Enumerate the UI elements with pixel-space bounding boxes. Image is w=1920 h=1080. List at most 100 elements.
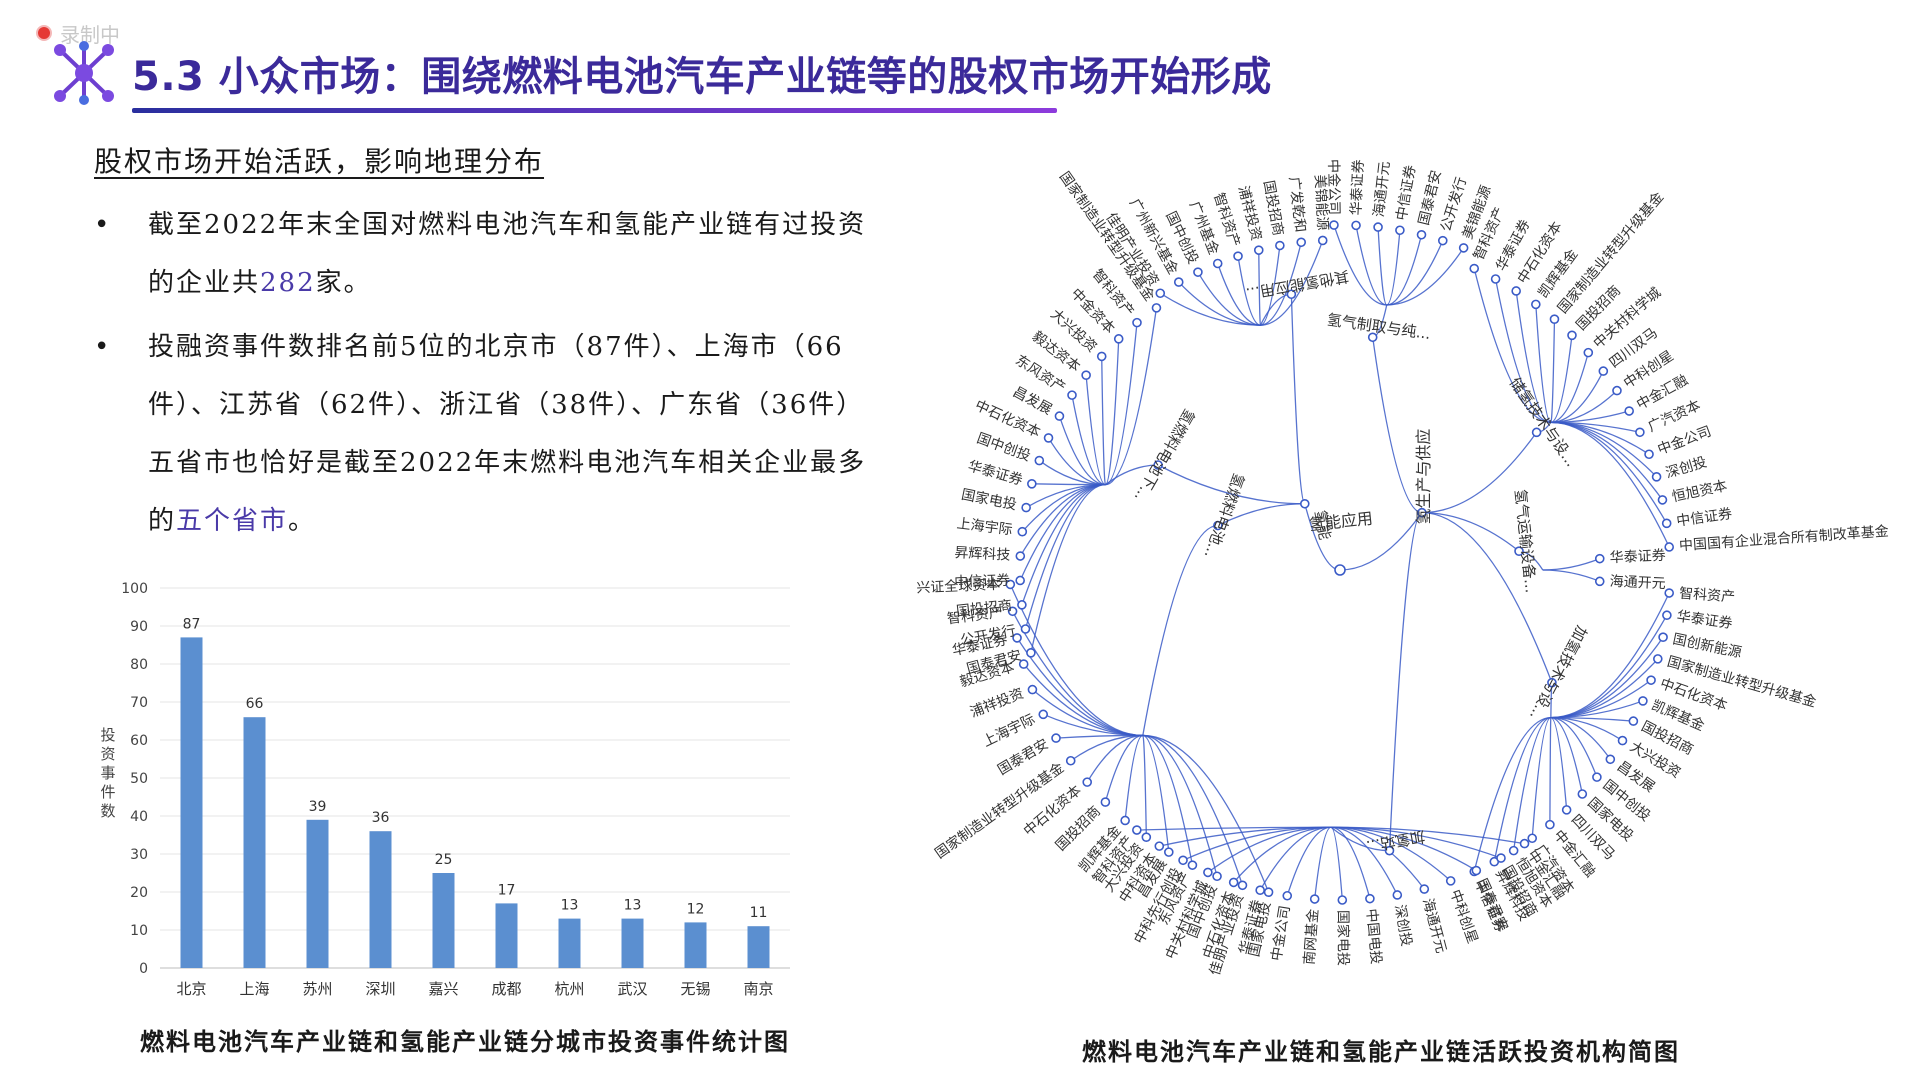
record-dot-icon: [36, 25, 52, 41]
tree-leaf-node: [1445, 876, 1456, 886]
x-tick-label: 嘉兴: [428, 980, 458, 998]
tree-subcategory-label: 氢气运输设备...: [1511, 488, 1540, 594]
bullet-2-text: 投融资事件数排名前5位的北京市（87件）、上海市（66件）、江苏省（62件）、浙…: [148, 332, 867, 536]
tree-link: [1217, 503, 1305, 527]
tree-leaf-node: [1337, 895, 1348, 905]
bullet-dot-icon: •: [94, 210, 112, 240]
tree-link: [1124, 734, 1144, 821]
tree-leaf-node: [1624, 406, 1634, 416]
tree-leaf-label: 中金公司: [1325, 159, 1342, 215]
tree-leaf-node: [1496, 853, 1506, 863]
tree-leaf-node: [1419, 884, 1430, 894]
y-tick-label: 70: [130, 695, 148, 711]
tree-link: [1515, 290, 1551, 424]
y-tick-label: 10: [130, 923, 148, 939]
tree-leaf-label: 国投招商: [1260, 179, 1286, 237]
tree-leaf-node: [1567, 330, 1577, 341]
tree-leaf-node: [1027, 684, 1038, 695]
tree-leaf-node: [1263, 887, 1274, 897]
tree-link: [1550, 370, 1604, 424]
tree-leaf-node: [1154, 841, 1165, 851]
tree-link: [1104, 338, 1120, 486]
y-tick-label: 80: [130, 657, 148, 673]
tree-leaf-node: [1437, 235, 1448, 246]
tree-leaf-node: [1594, 553, 1605, 564]
tree-link: [1550, 716, 1568, 810]
tree-leaf-node: [1082, 777, 1093, 787]
tree-link: [1030, 483, 1106, 653]
tree-link: [1142, 734, 1147, 838]
bullet-2-suffix: 。: [288, 506, 317, 536]
data-label: 11: [750, 905, 768, 921]
tree-leaf-label: 中信证券: [954, 573, 1010, 591]
tree-leaf-node: [1228, 877, 1239, 888]
tree-link: [1330, 826, 1390, 852]
tree-leaf-node: [1395, 225, 1405, 236]
tree-link: [1085, 375, 1106, 486]
tree-subcategory-node: [1286, 289, 1297, 300]
tree-leaf-node: [1007, 606, 1018, 617]
y-tick-label: 0: [139, 961, 148, 977]
tree-chart-caption: 燃料电池汽车产业链和氢能产业链活跃投资机构简图: [1082, 1037, 1680, 1066]
x-tick-label: 苏州: [302, 980, 332, 998]
tree-subcategory-node: [1547, 677, 1557, 688]
tree-leaf-node: [1038, 709, 1049, 720]
tree-leaf-node: [1635, 427, 1645, 438]
tree-link: [1421, 511, 1553, 683]
tree-leaf-node: [1026, 648, 1036, 658]
tree-link: [1009, 584, 1143, 737]
tree-leaf-label: 国中创投: [975, 430, 1033, 464]
x-tick-label: 南京: [743, 980, 773, 998]
tree-leaf-node: [1592, 772, 1602, 782]
tree-leaf-node: [1594, 576, 1605, 587]
tree-leaf-node: [1275, 240, 1285, 251]
tree-subcategory-label: 加氢技术与设...: [1526, 623, 1591, 724]
tree-leaf-label: 美锦能源: [1311, 174, 1331, 231]
tree-leaf-label: 华泰证券: [1609, 548, 1666, 566]
tree-leaf-node: [1233, 251, 1243, 261]
tree-link: [1330, 826, 1371, 899]
x-tick-label: 上海: [239, 980, 269, 998]
tree-leaf-node: [1549, 314, 1560, 324]
tree-leaf-label: 海通开元: [1609, 574, 1666, 592]
data-label: 12: [687, 901, 705, 917]
bar: [243, 717, 266, 968]
tree-link: [1070, 734, 1143, 762]
tree-leaf-node: [1638, 696, 1648, 706]
tree-link: [1142, 734, 1218, 877]
y-axis-label-char: 投: [100, 726, 115, 744]
tree-leaf-node: [1471, 865, 1482, 876]
tree-link: [1314, 826, 1332, 900]
tree-leaf-label: 昌发展: [1010, 384, 1055, 418]
tree-leaf-node: [1628, 716, 1639, 726]
tree-leaf-node: [1155, 288, 1166, 299]
y-axis-label-char: 事: [100, 764, 115, 782]
tree-link: [1157, 464, 1305, 505]
tree-leaf-node: [1661, 518, 1672, 529]
tree-leaf-node: [1658, 632, 1668, 643]
data-label: 13: [624, 898, 642, 914]
bullet-dot-icon: •: [94, 332, 112, 362]
tree-leaf-label: 国投招商: [955, 598, 1012, 620]
tree-link: [1550, 352, 1589, 424]
tree-link: [1550, 421, 1670, 548]
tree-link: [1142, 734, 1170, 853]
tree-link: [1136, 826, 1332, 831]
tree-link: [1142, 734, 1270, 893]
tree-leaf-node: [1561, 805, 1572, 815]
tree-link: [1386, 247, 1465, 306]
data-label: 17: [498, 882, 516, 898]
tree-subcategory-node: [1384, 845, 1395, 856]
bar: [432, 873, 455, 968]
tree-link: [1542, 569, 1600, 582]
tree-leaf-node: [1067, 390, 1077, 400]
tree-leaf-node: [1020, 624, 1031, 634]
tree-link: [1142, 524, 1218, 736]
tree-leaf-node: [1018, 659, 1029, 669]
bar: [180, 637, 203, 968]
tree-leaf-node: [1317, 235, 1328, 246]
tree-leaf-node: [1664, 542, 1674, 552]
tree-link: [1105, 307, 1158, 486]
tree-link: [1550, 410, 1630, 424]
